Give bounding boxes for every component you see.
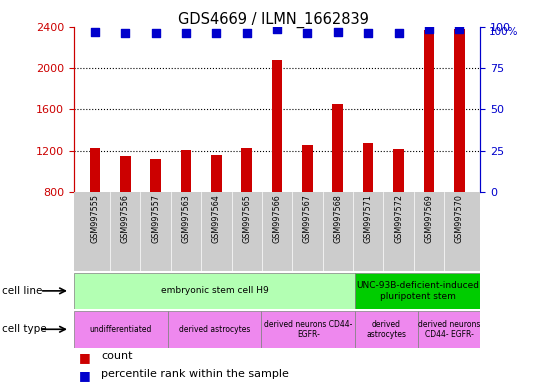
Text: derived neurons
CD44- EGFR-: derived neurons CD44- EGFR- bbox=[418, 319, 480, 339]
Text: GSM997564: GSM997564 bbox=[212, 194, 221, 243]
Text: GSM997556: GSM997556 bbox=[121, 194, 130, 243]
Bar bbox=[418, 311, 480, 348]
Point bbox=[334, 29, 342, 35]
Text: embryonic stem cell H9: embryonic stem cell H9 bbox=[161, 286, 269, 295]
Text: GDS4669 / ILMN_1662839: GDS4669 / ILMN_1662839 bbox=[177, 12, 369, 28]
Point bbox=[151, 30, 160, 36]
Point bbox=[273, 25, 282, 31]
Bar bbox=[424, 30, 434, 192]
Point bbox=[303, 30, 312, 36]
Bar bbox=[150, 159, 161, 192]
Text: GSM997569: GSM997569 bbox=[424, 194, 434, 243]
Bar bbox=[363, 144, 373, 192]
Text: undifferentiated: undifferentiated bbox=[90, 325, 152, 334]
Point bbox=[212, 30, 221, 36]
Bar bbox=[211, 156, 222, 192]
Bar bbox=[181, 150, 191, 192]
Text: GSM997557: GSM997557 bbox=[151, 194, 160, 243]
Text: GSM997567: GSM997567 bbox=[303, 194, 312, 243]
Bar bbox=[90, 147, 100, 192]
Text: percentile rank within the sample: percentile rank within the sample bbox=[101, 369, 289, 379]
Text: derived neurons CD44-
EGFR-: derived neurons CD44- EGFR- bbox=[264, 319, 353, 339]
Point bbox=[91, 29, 99, 35]
Bar bbox=[241, 148, 252, 192]
Text: GSM997571: GSM997571 bbox=[364, 194, 373, 243]
Bar bbox=[168, 311, 262, 348]
Bar bbox=[120, 156, 130, 192]
Bar bbox=[333, 104, 343, 192]
Point bbox=[424, 25, 433, 31]
Text: 100%: 100% bbox=[489, 27, 518, 37]
Point bbox=[455, 25, 464, 31]
Text: GSM997566: GSM997566 bbox=[272, 194, 282, 243]
Bar bbox=[355, 273, 480, 309]
Text: GSM997572: GSM997572 bbox=[394, 194, 403, 243]
Text: derived astrocytes: derived astrocytes bbox=[179, 325, 250, 334]
Bar bbox=[355, 311, 418, 348]
Text: GSM997570: GSM997570 bbox=[455, 194, 464, 243]
Point bbox=[394, 30, 403, 36]
Bar bbox=[74, 273, 355, 309]
Point bbox=[182, 30, 191, 36]
Text: GSM997555: GSM997555 bbox=[91, 194, 99, 243]
Point bbox=[121, 30, 130, 36]
Text: count: count bbox=[101, 351, 133, 361]
Text: cell type: cell type bbox=[2, 324, 46, 334]
Point bbox=[242, 30, 251, 36]
Bar bbox=[262, 311, 355, 348]
Text: derived
astrocytes: derived astrocytes bbox=[366, 319, 407, 339]
Text: GSM997568: GSM997568 bbox=[333, 194, 342, 243]
Text: UNC-93B-deficient-induced
pluripotent stem: UNC-93B-deficient-induced pluripotent st… bbox=[357, 281, 479, 301]
Bar bbox=[74, 311, 168, 348]
Bar bbox=[272, 60, 282, 192]
Text: cell line: cell line bbox=[2, 286, 42, 296]
Bar bbox=[454, 29, 465, 192]
Bar bbox=[302, 145, 313, 192]
Text: GSM997563: GSM997563 bbox=[181, 194, 191, 243]
Point bbox=[364, 30, 372, 36]
Bar bbox=[393, 149, 404, 192]
Text: ■: ■ bbox=[79, 351, 91, 364]
Text: GSM997565: GSM997565 bbox=[242, 194, 251, 243]
Text: ■: ■ bbox=[79, 369, 91, 382]
